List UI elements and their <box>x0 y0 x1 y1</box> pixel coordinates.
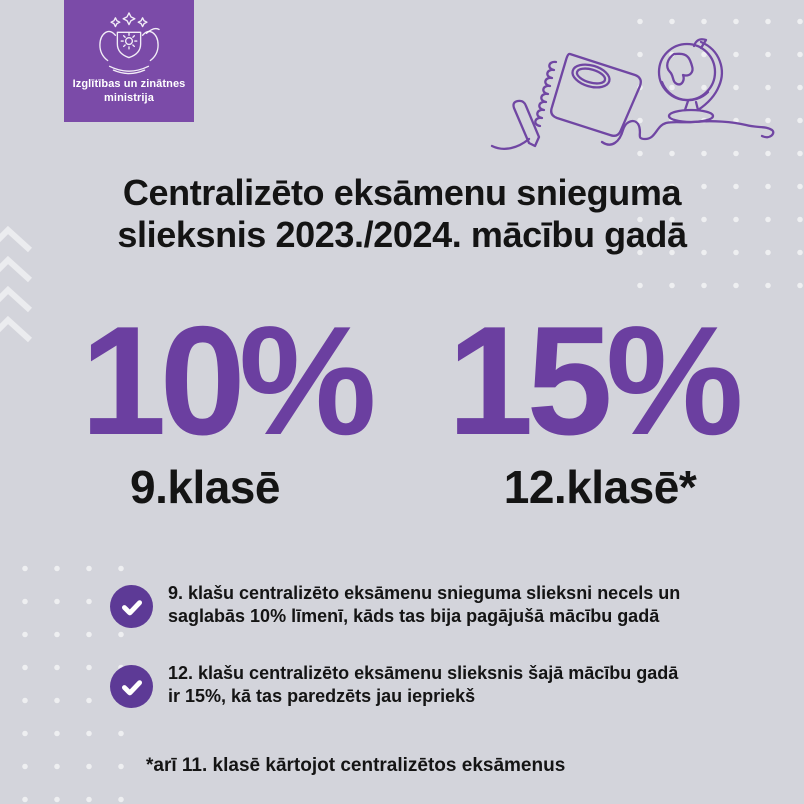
checkmark-icon <box>110 585 153 628</box>
logo-org-line1: Izglītības un zinātnes <box>72 78 186 90</box>
chevron-pattern-icon <box>0 225 33 343</box>
title-line2: slieksnis 2023./2024. mācību gadā <box>117 214 687 256</box>
title-line1: Centralizēto eksāmenu snieguma <box>122 172 682 213</box>
bullet-text-grade12: 12. klašu centralizēto eksāmenu slieksni… <box>168 663 679 707</box>
bullet-item-grade9: 9. klašu centralizēto eksāmenu snieguma … <box>110 582 753 629</box>
stat-label-grade12: 12.klasē* <box>503 461 697 513</box>
checkmark-icon <box>110 665 153 708</box>
dot-pattern-bottom-left <box>0 540 124 804</box>
bullet-text-grade9: 9. klašu centralizēto eksāmenu snieguma … <box>168 583 681 627</box>
stat-label-grade9: 9.klasē <box>130 461 280 513</box>
stat-value-grade9: 10% <box>80 294 376 467</box>
footnote: *arī 11. klasē kārtojot centralizētos ek… <box>146 755 566 776</box>
stat-value-grade12: 15% <box>447 294 743 467</box>
bullet-item-grade12: 12. klašu centralizēto eksāmenu slieksni… <box>110 662 753 709</box>
page-title: Centralizēto eksāmenu snieguma slieksnis… <box>0 172 804 256</box>
ministry-logo[interactable]: Izglītības un zinātnes ministrija <box>64 0 194 122</box>
pen-notebook-globe-illustration <box>490 38 775 150</box>
dot-pattern-top-right <box>636 0 804 295</box>
logo-org-line2: ministrija <box>104 91 154 104</box>
latvia-coat-of-arms-icon <box>99 12 160 75</box>
